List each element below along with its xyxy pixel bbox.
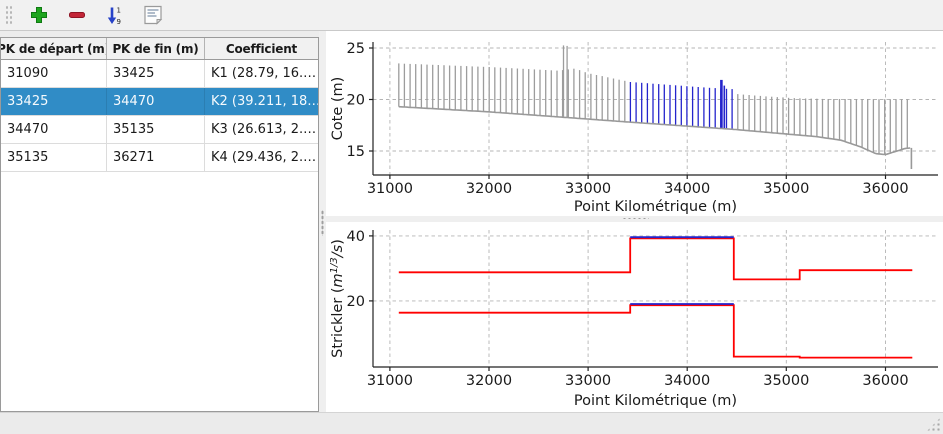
cell-pk-end: 33425 xyxy=(107,60,205,87)
table-row-selected[interactable]: 33425 34470 K2 (39.211, 18… xyxy=(1,88,318,116)
charts-panel: 31000 32000 33000 34000 35000 36000 15 20 25 Poin… xyxy=(326,31,943,412)
coefficients-table: PK de départ (m) PK de fin (m) Coefficie… xyxy=(0,37,319,412)
svg-text:33000: 33000 xyxy=(565,181,611,197)
table-header-row: PK de départ (m) PK de fin (m) Coefficie… xyxy=(1,38,318,60)
svg-text:25: 25 xyxy=(347,41,365,57)
svg-text:32000: 32000 xyxy=(466,373,512,389)
cell-coefficient: K3 (26.613, 2.… xyxy=(211,122,317,137)
svg-text:1: 1 xyxy=(117,7,121,15)
svg-text:31000: 31000 xyxy=(367,373,413,389)
svg-text:Point Kilométrique (m): Point Kilométrique (m) xyxy=(574,393,737,409)
svg-text:34000: 34000 xyxy=(664,373,710,389)
table-row[interactable]: 31090 33425 K1 (28.79, 16.… xyxy=(1,60,318,88)
svg-text:31000: 31000 xyxy=(367,181,413,197)
splitter-handle-dots xyxy=(621,217,649,220)
minus-icon xyxy=(69,12,85,18)
svg-text:9: 9 xyxy=(117,18,121,25)
cell-pk-end: 34470 xyxy=(107,88,205,115)
cell-pk-start: 31090 xyxy=(1,60,107,87)
svg-text:34000: 34000 xyxy=(664,181,710,197)
svg-text:36000: 36000 xyxy=(862,373,908,389)
document-icon xyxy=(144,5,163,25)
resize-grip[interactable] xyxy=(926,417,941,432)
cell-coefficient: K2 (39.211, 18… xyxy=(211,94,318,109)
bed-line xyxy=(398,105,911,156)
table-row[interactable]: 34470 35135 K3 (26.613, 2.… xyxy=(1,116,318,144)
svg-text:Cote (m): Cote (m) xyxy=(330,77,346,141)
strickler-main-bed-line xyxy=(398,237,913,281)
section-spikes xyxy=(562,45,726,129)
sort-button[interactable]: 1 9 xyxy=(102,2,128,28)
horizontal-splitter[interactable] xyxy=(326,216,943,222)
svg-text:40: 40 xyxy=(347,229,365,245)
svg-text:Strickler (m1/3/s): Strickler (m1/3/s) xyxy=(329,239,346,358)
cell-pk-start: 33425 xyxy=(1,88,107,115)
table-row[interactable]: 35135 36271 K4 (29.436, 2.… xyxy=(1,144,318,172)
status-bar xyxy=(0,412,943,434)
svg-text:15: 15 xyxy=(347,144,365,160)
cell-pk-end: 35135 xyxy=(107,116,205,143)
cell-pk-start: 35135 xyxy=(1,144,107,171)
svg-text:20: 20 xyxy=(347,93,365,109)
strickler-chart-svg: 31000 32000 33000 34000 35000 36000 20 40 Point … xyxy=(329,229,938,409)
svg-text:35000: 35000 xyxy=(763,181,809,197)
column-header-coefficient[interactable]: Coefficient xyxy=(225,41,298,56)
svg-text:Point Kilométrique (m): Point Kilométrique (m) xyxy=(574,199,737,215)
svg-text:32000: 32000 xyxy=(466,181,512,197)
cell-pk-start: 34470 xyxy=(1,116,107,143)
vertical-splitter[interactable] xyxy=(319,31,326,412)
cell-pk-end: 36271 xyxy=(107,144,205,171)
splitter-handle-dots xyxy=(321,209,324,236)
add-button[interactable] xyxy=(26,2,52,28)
strickler-minor-bed-line xyxy=(398,304,913,359)
svg-text:20: 20 xyxy=(347,294,365,310)
plus-icon xyxy=(31,7,47,23)
cell-coefficient: K4 (29.436, 2.… xyxy=(211,150,317,165)
toolbar-drag-handle[interactable] xyxy=(5,5,12,25)
column-header-pk-fin[interactable]: PK de fin (m) xyxy=(107,38,205,59)
svg-text:35000: 35000 xyxy=(763,373,809,389)
strickler-chart: 31000 32000 33000 34000 35000 36000 20 40 Point … xyxy=(326,222,943,412)
svg-text:33000: 33000 xyxy=(565,373,611,389)
cell-coefficient: K1 (28.79, 16.… xyxy=(211,66,317,81)
svg-text:36000: 36000 xyxy=(862,181,908,197)
sort-numeric-icon: 1 9 xyxy=(107,7,121,25)
section-lines xyxy=(398,63,908,155)
document-button[interactable] xyxy=(140,2,166,28)
remove-button[interactable] xyxy=(64,2,90,28)
toolbar: 1 9 xyxy=(0,0,943,31)
cote-chart-svg: 31000 32000 33000 34000 35000 36000 15 20 25 Poin… xyxy=(330,41,938,215)
cote-chart: 31000 32000 33000 34000 35000 36000 15 20 25 Poin… xyxy=(326,31,943,216)
column-header-pk-depart[interactable]: PK de départ (m) xyxy=(1,38,107,59)
